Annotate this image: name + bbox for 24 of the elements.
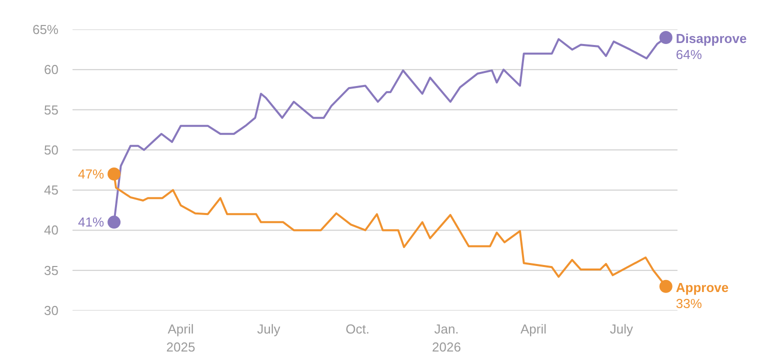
x-tick-label: April 2025 — [166, 322, 196, 354]
y-tick-label: 60 — [44, 62, 59, 78]
series-label: Approve — [676, 280, 729, 295]
x-tick-label: April — [520, 322, 547, 336]
y-tick-label: 65% — [32, 22, 59, 37]
y-tick-label: 45 — [44, 182, 59, 198]
data-label: 41% — [78, 214, 104, 230]
point — [108, 216, 121, 229]
point — [659, 280, 672, 293]
y-tick-label: 35 — [44, 262, 59, 278]
x-tick-label: Jan. 2026 — [432, 322, 461, 354]
y-tick-label: 50 — [44, 142, 59, 158]
y-tick-label: 55 — [44, 102, 59, 118]
data-label: 33% — [676, 296, 702, 311]
y-tick-label: 40 — [44, 222, 59, 238]
point — [659, 31, 672, 44]
point — [108, 168, 121, 180]
x-tick-label: July — [257, 322, 281, 336]
x-tick-label: July — [610, 322, 634, 336]
x-tick-label: Oct. — [346, 322, 370, 336]
data-label: 64% — [676, 47, 702, 62]
series-label: Disapprove — [676, 31, 747, 46]
y-tick-label: 30 — [44, 303, 59, 318]
data-label: 47% — [78, 166, 104, 182]
